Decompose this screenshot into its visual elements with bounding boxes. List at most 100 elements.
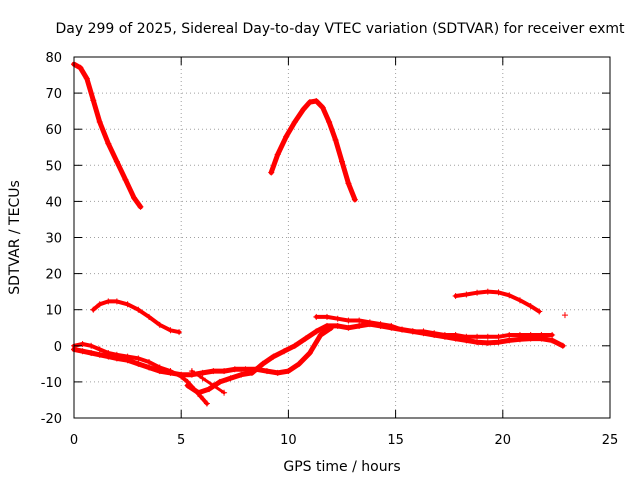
data-point	[105, 350, 112, 357]
data-point	[538, 331, 545, 338]
data-point	[345, 317, 352, 324]
data-point	[559, 342, 566, 349]
data-point	[291, 118, 298, 125]
data-point	[313, 328, 320, 335]
data-point	[135, 306, 142, 313]
data-point	[484, 333, 491, 340]
data-point	[203, 400, 210, 407]
data-point	[167, 368, 174, 375]
data-point	[270, 353, 277, 360]
axis-ticks: 0 5 10 15 20 25 -20 -10 0 10 20 30 40 50 60 70 80	[41, 51, 619, 448]
data-point	[516, 297, 523, 304]
x-axis-label: GPS time / hours	[283, 459, 400, 475]
data-point	[135, 355, 142, 362]
data-point	[561, 312, 568, 319]
y-tick-label: 80	[45, 51, 62, 66]
series-pass-9	[190, 369, 226, 395]
x-tick-label: 10	[280, 433, 297, 448]
x-tick-label: 5	[177, 433, 185, 448]
y-tick-label: 50	[45, 159, 62, 174]
data-point	[113, 351, 120, 358]
data-point	[399, 326, 406, 333]
data-point	[506, 331, 513, 338]
data-point	[210, 382, 217, 389]
chart-title: Day 299 of 2025, Sidereal Day-to-day VTE…	[56, 21, 626, 37]
y-tick-label: 40	[45, 195, 62, 210]
data-point	[549, 331, 556, 338]
data-point	[184, 382, 191, 389]
data-point	[122, 176, 129, 183]
data-point	[452, 331, 459, 338]
data-point	[79, 340, 86, 347]
data-point	[131, 194, 138, 201]
data-point	[156, 364, 163, 371]
data-point	[495, 289, 502, 296]
data-point	[77, 64, 84, 71]
data-point	[323, 313, 330, 320]
x-tick-label: 15	[387, 433, 404, 448]
data-point	[332, 137, 339, 144]
data-point	[281, 348, 288, 355]
data-point	[176, 329, 183, 336]
data-point	[506, 292, 513, 299]
data-point	[420, 328, 427, 335]
data-point	[216, 378, 223, 385]
data-point	[221, 389, 228, 396]
data-point	[96, 351, 103, 358]
data-point	[96, 346, 103, 353]
data-point	[210, 368, 217, 375]
data-point	[124, 353, 131, 360]
data-point	[90, 306, 97, 313]
data-point	[146, 364, 153, 371]
data-point	[527, 331, 534, 338]
y-tick-label: 20	[45, 268, 62, 283]
data-point	[484, 339, 491, 346]
x-tick-label: 25	[602, 433, 619, 448]
y-tick-label: 30	[45, 232, 62, 247]
data-point	[238, 371, 245, 378]
data-point	[124, 301, 131, 308]
data-point	[302, 335, 309, 342]
series-pass-2	[268, 98, 358, 203]
data-point	[90, 97, 97, 104]
data-point	[463, 291, 470, 298]
data-point	[137, 203, 144, 210]
data-point	[88, 350, 95, 357]
y-tick-label: 10	[45, 304, 62, 319]
series-pass-5	[71, 325, 334, 378]
data-point	[259, 360, 266, 367]
data-point	[549, 337, 556, 344]
data-point	[113, 158, 120, 165]
data-point	[105, 298, 112, 305]
x-tick-label: 20	[495, 433, 512, 448]
data-point	[474, 333, 481, 340]
data-point	[221, 368, 228, 375]
data-point	[167, 327, 174, 334]
data-point	[441, 331, 448, 338]
data-point	[300, 106, 307, 113]
data-point	[199, 369, 206, 376]
data-point	[199, 375, 206, 382]
data-point	[96, 118, 103, 125]
data-point	[178, 373, 185, 380]
data-series	[71, 61, 568, 407]
data-point	[79, 348, 86, 355]
data-point	[105, 140, 112, 147]
data-point	[536, 308, 543, 315]
data-point	[227, 375, 234, 382]
data-point	[474, 339, 481, 346]
data-point	[83, 75, 90, 82]
data-point	[319, 104, 326, 111]
y-tick-label: -20	[41, 412, 62, 427]
data-point	[113, 298, 120, 305]
data-point	[274, 151, 281, 158]
data-point	[339, 158, 345, 165]
data-point	[195, 389, 202, 396]
data-point	[248, 369, 255, 376]
y-tick-label: 0	[54, 340, 62, 355]
data-point	[263, 368, 270, 375]
data-point	[431, 330, 438, 337]
data-point	[409, 328, 416, 335]
y-tick-label: -10	[41, 376, 62, 391]
